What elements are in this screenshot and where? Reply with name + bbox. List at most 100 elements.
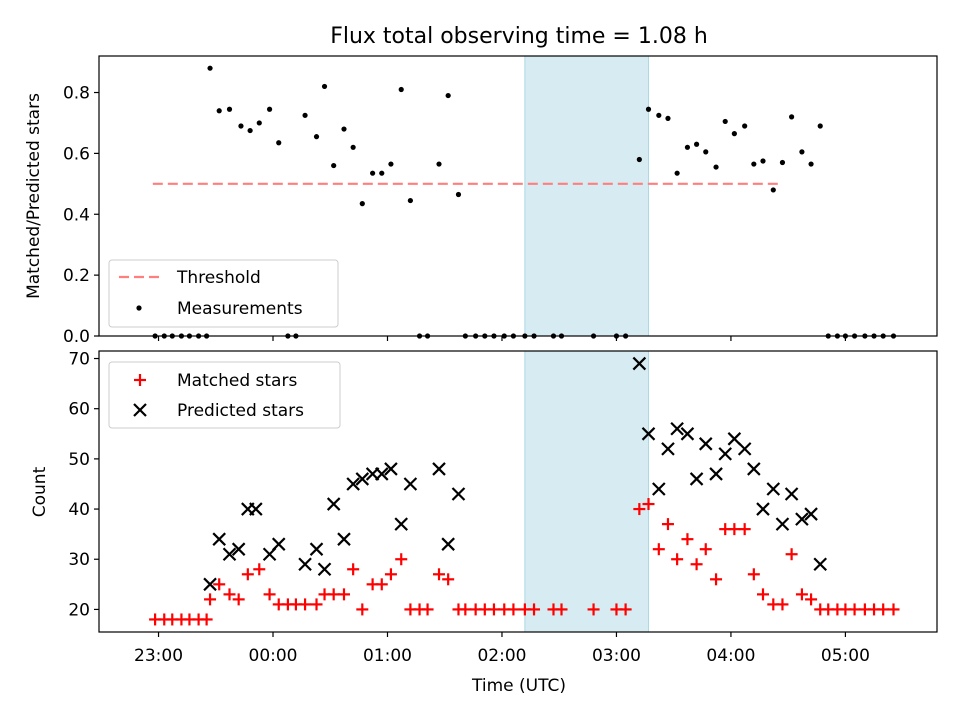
measurement-point bbox=[789, 114, 795, 120]
top-y-tick-label: 0.8 bbox=[63, 84, 90, 104]
bottom-y-tick-label: 30 bbox=[68, 550, 90, 570]
chart-title: Flux total observing time = 1.08 h bbox=[330, 24, 708, 49]
predicted-star-point bbox=[661, 442, 675, 456]
predicted-star-point bbox=[766, 482, 781, 496]
measurement-point bbox=[350, 144, 356, 150]
bottom-axes-frame bbox=[98, 350, 938, 633]
measurement-point bbox=[226, 106, 233, 112]
measurement-point bbox=[731, 131, 737, 137]
matched-star-point bbox=[213, 578, 226, 591]
measurement-point bbox=[398, 86, 404, 93]
measurement-point bbox=[656, 112, 662, 118]
matched-star-point bbox=[337, 588, 350, 601]
predicted-star-point bbox=[698, 437, 713, 451]
matched-star-point bbox=[241, 568, 254, 581]
matched-star-point bbox=[375, 578, 388, 591]
predicted-star-point bbox=[709, 467, 723, 481]
matched-star-point bbox=[699, 543, 712, 556]
matched-star-point bbox=[633, 503, 646, 516]
matched-star-point bbox=[671, 553, 684, 566]
matched-star-point bbox=[204, 593, 217, 606]
predicted-star-point bbox=[337, 532, 351, 546]
measurement-point bbox=[436, 161, 442, 167]
matched-star-point bbox=[555, 603, 568, 616]
predicted-star-point bbox=[784, 487, 799, 501]
predicted-star-point bbox=[718, 447, 732, 461]
matched-star-point bbox=[232, 593, 245, 606]
matched-stars-series bbox=[149, 498, 900, 626]
matched-star-point bbox=[200, 613, 213, 626]
matched-star-point bbox=[747, 568, 760, 581]
predicted-star-point bbox=[317, 562, 332, 577]
predicted-star-point bbox=[756, 502, 770, 516]
measurement-point bbox=[407, 197, 413, 204]
legend-matched-label: Matched stars bbox=[177, 371, 297, 391]
matched-star-point bbox=[263, 588, 276, 601]
predicted-star-point bbox=[212, 532, 226, 546]
predicted-star-point bbox=[298, 557, 312, 572]
x-tick-label: 01:00 bbox=[363, 646, 412, 666]
matched-star-point bbox=[310, 598, 323, 611]
measurement-point bbox=[722, 118, 728, 125]
matched-star-point bbox=[433, 568, 446, 581]
predicted-star-point bbox=[670, 421, 684, 436]
measurement-point bbox=[645, 106, 652, 112]
top-y-axis: 0.0 0.2 0.4 0.6 0.8 bbox=[63, 84, 99, 347]
predicted-star-point bbox=[432, 462, 446, 476]
bottom-y-tick-label: 70 bbox=[68, 350, 90, 370]
measurement-point bbox=[713, 164, 719, 170]
measurement-point bbox=[341, 126, 347, 132]
legend-predicted-swatch bbox=[133, 403, 147, 417]
predicted-star-point bbox=[271, 537, 286, 551]
predicted-star-point bbox=[394, 517, 409, 531]
predicted-star-point bbox=[813, 557, 828, 572]
measurement-point bbox=[455, 191, 462, 198]
top-legend-box bbox=[108, 259, 339, 328]
measurement-point bbox=[751, 161, 757, 167]
predicted-star-point bbox=[775, 517, 790, 531]
top-x-ticks bbox=[157, 336, 847, 341]
matched-star-point bbox=[347, 563, 360, 576]
measurement-point bbox=[388, 161, 394, 167]
measurement-point bbox=[247, 127, 253, 134]
predicted-star-point bbox=[641, 427, 656, 441]
predicted-star-point bbox=[309, 542, 324, 556]
top-y-tick-label: 0.2 bbox=[63, 266, 90, 286]
measurement-point bbox=[779, 159, 786, 166]
matched-star-point bbox=[681, 533, 694, 546]
bottom-legend: Matched stars Predicted stars bbox=[108, 361, 341, 429]
predicted-star-point bbox=[737, 442, 752, 456]
legend-measurements-swatch bbox=[136, 305, 142, 311]
x-tick-label: 02:00 bbox=[477, 646, 526, 666]
measurement-point bbox=[331, 162, 337, 169]
predicted-star-point bbox=[249, 502, 263, 516]
predicted-star-point bbox=[203, 577, 217, 592]
bottom-legend-box bbox=[108, 361, 341, 429]
measurement-point bbox=[817, 123, 823, 129]
matched-star-point bbox=[776, 598, 789, 611]
bottom-y-tick-label: 40 bbox=[68, 500, 90, 520]
matched-star-point bbox=[619, 603, 632, 616]
predicted-star-point bbox=[346, 477, 360, 491]
predicted-star-point bbox=[355, 472, 370, 486]
measurement-point bbox=[665, 115, 671, 121]
top-y-tick-label: 0.0 bbox=[63, 327, 90, 347]
bottom-shaded-region bbox=[524, 350, 650, 633]
matched-star-point bbox=[756, 588, 769, 601]
matched-star-point bbox=[395, 553, 408, 566]
measurement-point bbox=[207, 65, 213, 71]
top-legend: Threshold Measurements bbox=[108, 259, 339, 328]
bottom-y-tick-label: 60 bbox=[68, 400, 90, 420]
matched-star-point bbox=[728, 523, 741, 536]
predicted-star-point bbox=[451, 487, 466, 501]
top-y-tick-label: 0.4 bbox=[63, 205, 90, 225]
predicted-star-point bbox=[680, 427, 695, 441]
matched-star-point bbox=[253, 563, 266, 576]
bottom-x-axis: 23:00 00:00 01:00 02:00 03:00 04:00 05:00 bbox=[134, 632, 870, 666]
matched-star-point bbox=[690, 558, 703, 571]
matched-star-point bbox=[299, 598, 312, 611]
x-tick-label: 00:00 bbox=[249, 646, 298, 666]
measurement-point bbox=[302, 112, 308, 118]
measurement-point bbox=[760, 158, 766, 164]
